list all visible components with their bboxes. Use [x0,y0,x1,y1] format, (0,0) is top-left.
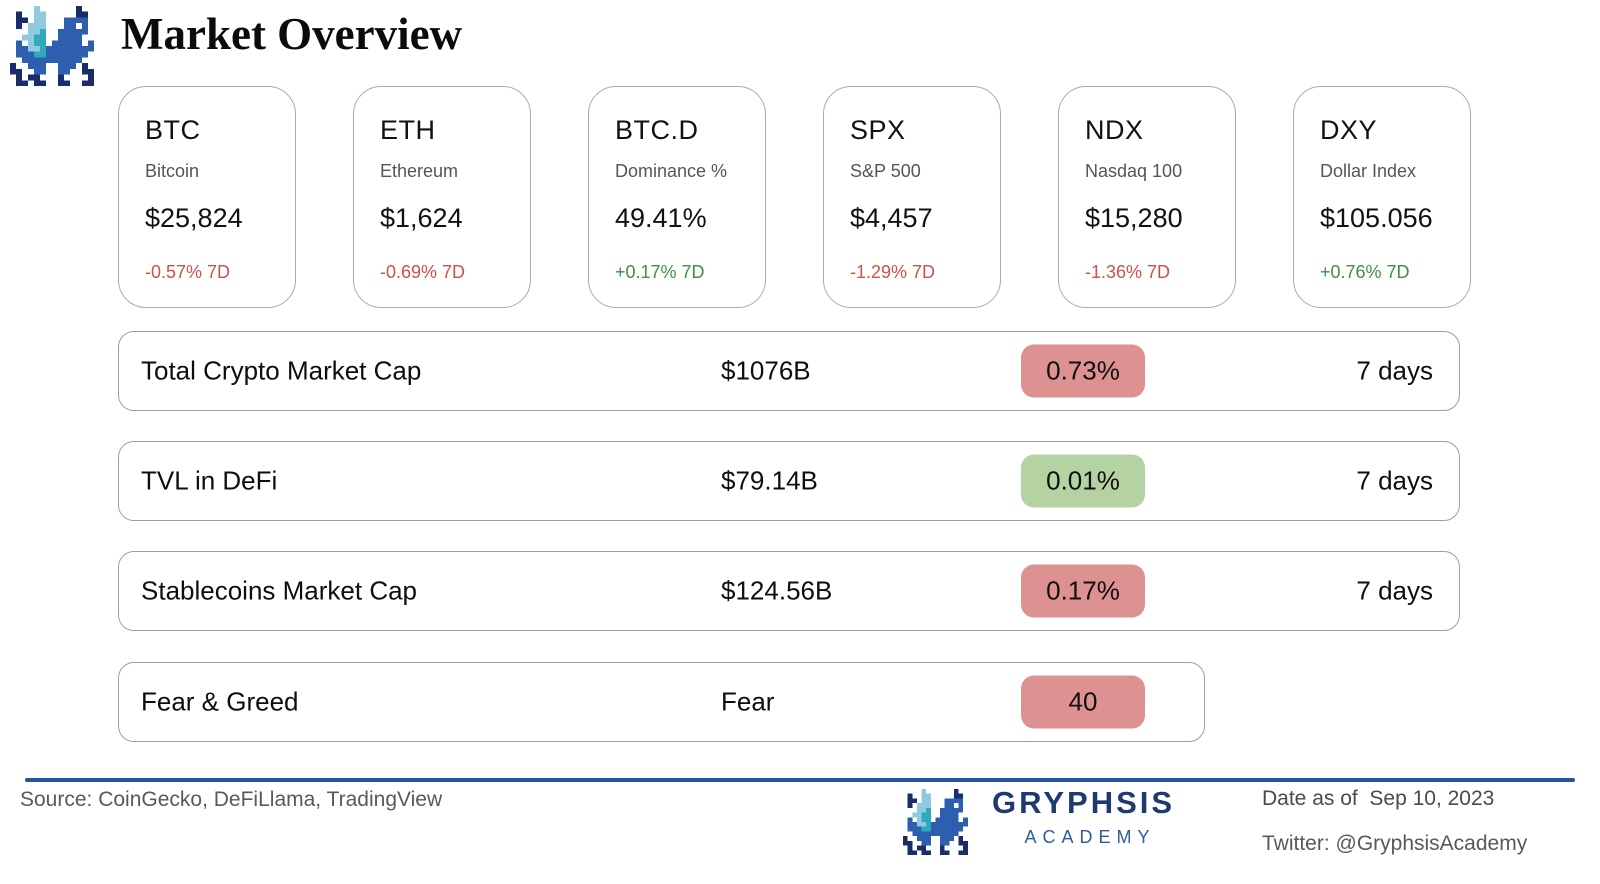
ticker-name: Nasdaq 100 [1085,161,1183,181]
ticker-cards: BTC Bitcoin $25,824 -0.57% 7D ETH Ethere… [118,86,1471,308]
metric-value: $79.14B [721,465,818,496]
metric-value: $1076B [721,355,811,386]
brand-subtitle: ACADEMY [1024,827,1156,847]
brand-name: GRYPHSIS [992,785,1176,820]
ticker-symbol: BTC [145,115,201,145]
ticker-card-spx: SPX S&P 500 $4,457 -1.29% 7D [823,86,1001,308]
ticker-change: -0.69% 7D [380,262,466,282]
ticker-value: $25,824 [145,203,243,233]
metric-label: Total Crypto Market Cap [141,355,422,386]
ticker-value: $15,280 [1085,203,1183,233]
metric-change-badge: 40 [1021,675,1145,729]
ticker-name: Dollar Index [1320,161,1417,181]
metric-row-total-crypto-market-cap: Total Crypto Market Cap $1076B 0.73% 7 d… [118,331,1460,411]
ticker-symbol: ETH [380,115,436,145]
ticker-card-eth: ETH Ethereum $1,624 -0.69% 7D [353,86,531,308]
ticker-card-btcd: BTC.D Dominance % 49.41% +0.17% 7D [588,86,766,308]
metric-row-tvl-in-defi: TVL in DeFi $79.14B 0.01% 7 days [118,441,1460,521]
metric-label: TVL in DeFi [141,465,278,496]
twitter-handle: Twitter: @GryphsisAcademy [1262,832,1528,855]
footer-divider [25,778,1575,782]
metric-change-badge: 0.73% [1021,344,1145,398]
ticker-value: $1,624 [380,203,463,233]
ticker-card-ndx: NDX Nasdaq 100 $15,280 -1.36% 7D [1058,86,1236,308]
ticker-value: 49.41% [615,203,707,233]
metric-row-fear-and-greed: Fear & Greed Fear 40 [118,662,1205,742]
ticker-value: $105.056 [1320,203,1433,233]
ticker-name: Dominance % [615,161,728,181]
metric-period: 7 days [1356,355,1433,386]
pixel-dragon-icon [10,6,106,91]
ticker-value: $4,457 [850,203,933,233]
pixel-dragon-icon [903,789,977,860]
metric-period: 7 days [1356,465,1433,496]
ticker-change: -0.57% 7D [145,262,231,282]
ticker-symbol: SPX [850,115,906,145]
metric-label: Fear & Greed [141,686,299,717]
ticker-name: S&P 500 [850,161,921,181]
ticker-change: +0.17% 7D [615,262,705,282]
metric-value: $124.56B [721,575,833,606]
source-text: Source: CoinGecko, DeFiLlama, TradingVie… [20,788,443,811]
metric-label: Stablecoins Market Cap [141,575,418,606]
brand-wordmark: GRYPHSIS ACADEMY [992,785,1192,848]
footer-meta: Date as of Sep 10, 2023 Twitter: @Gryphs… [1262,787,1527,856]
ticker-name: Bitcoin [145,161,200,181]
metric-change-badge: 0.01% [1021,454,1145,508]
page-title: Market Overview [121,9,463,59]
ticker-symbol: DXY [1320,115,1378,145]
metric-period: 7 days [1356,575,1433,606]
metric-change-badge: 0.17% [1021,564,1145,618]
ticker-change: -1.29% 7D [850,262,936,282]
ticker-card-dxy: DXY Dollar Index $105.056 +0.76% 7D [1293,86,1471,308]
ticker-symbol: BTC.D [615,115,699,145]
ticker-symbol: NDX [1085,115,1144,145]
ticker-change: -1.36% 7D [1085,262,1171,282]
metric-row-stablecoins-market-cap: Stablecoins Market Cap $124.56B 0.17% 7 … [118,551,1460,631]
ticker-change: +0.76% 7D [1320,262,1410,282]
metric-value: Fear [721,686,775,717]
date-label: Date as of Sep 10, 2023 [1262,787,1495,810]
ticker-card-btc: BTC Bitcoin $25,824 -0.57% 7D [118,86,296,308]
ticker-name: Ethereum [380,161,459,181]
